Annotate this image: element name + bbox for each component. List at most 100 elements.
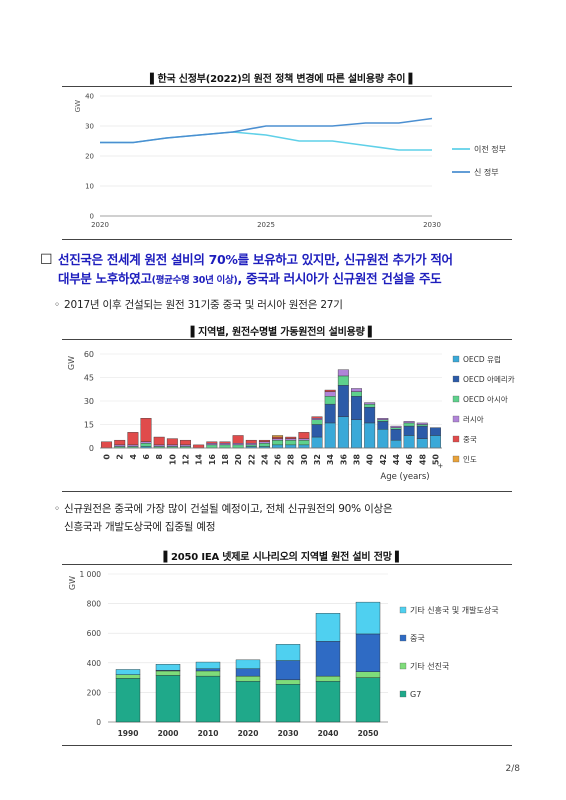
chart2-x-tick: 50	[431, 454, 440, 466]
chart2-legend-swatch	[452, 395, 460, 403]
highlight-line-2: 대부분 노후하였고(평균수명 30년 이상), 중국과 러시아가 신규원전 건설…	[58, 269, 518, 290]
chart1-y-tick: 0	[90, 213, 94, 221]
chart1-bottom-rule	[62, 239, 512, 240]
chart3-bar-segment	[315, 675, 341, 682]
chart3-bar-segment	[115, 674, 141, 679]
chart2-bar-segment	[114, 439, 126, 446]
chart2-y-tick: 15	[84, 421, 94, 430]
chart2-bar-segment	[364, 422, 376, 449]
sub-bullet-2: ◦ 신규원전은 중국에 가장 많이 건설될 예정이고, 전체 신규원전의 90%…	[54, 500, 524, 536]
checkbox-bullet: ☐	[40, 252, 53, 268]
chart2-bar-segment	[311, 436, 323, 449]
chart2-x-tick: 34	[326, 454, 335, 466]
chart2-bar-segment	[298, 432, 310, 439]
chart2-x-tick: 2	[116, 454, 125, 460]
chart2-legend-label: 인도	[463, 454, 477, 464]
chart2-ylabel: GW	[67, 356, 76, 370]
chart2-bar-segment	[219, 441, 231, 444]
chart3-bar-segment	[355, 601, 381, 635]
chart3-bar-segment	[355, 677, 381, 723]
chart3-legend-label: G7	[410, 690, 421, 699]
chart3-bar-segment	[235, 675, 261, 682]
chart2-bar-segment	[403, 435, 415, 449]
chart2-bar-segment	[390, 428, 402, 441]
chart2-bar-segment	[166, 444, 178, 447]
chart2-bar-segment	[101, 441, 113, 449]
chart2-y-tick: 0	[89, 444, 94, 453]
chart3-bar-segment	[355, 633, 381, 672]
chart3-bar-segment	[355, 671, 381, 678]
chart2-bar-segment	[285, 439, 297, 446]
chart2-bar-segment	[232, 444, 244, 449]
chart2-bar-segment	[285, 444, 297, 449]
chart3-legend-label: 기타 선진국	[410, 661, 449, 671]
chart2-bar-segment	[324, 396, 336, 405]
chart2-bar-segment	[377, 418, 389, 420]
chart1-ylabel: GW	[74, 100, 82, 112]
chart2-x-tick: 26	[274, 454, 283, 466]
chart2-bar-segment	[127, 432, 139, 446]
chart1-x-tick: 2020	[91, 221, 109, 229]
sub-bullet-2-line-1: 신규원전은 중국에 가장 많이 건설될 예정이고, 전체 신규원전의 90% 이…	[64, 503, 393, 515]
chart3-bar-segment	[275, 684, 301, 723]
chart2-bar-segment	[416, 424, 428, 427]
chart2-x-tick: 24	[260, 454, 269, 466]
chart2-top-rule	[62, 339, 512, 340]
chart3-bar-segment	[195, 675, 221, 723]
chart2-x-tick: 36	[339, 454, 348, 466]
chart2-bar-segment	[219, 443, 231, 446]
highlight-line-2a: 대부분 노후하였고	[58, 271, 152, 286]
chart2-bar-segment	[377, 428, 389, 449]
chart3-bar-segment	[155, 675, 181, 723]
chart2-bar-segment	[219, 444, 231, 449]
chart3-bar-segment	[235, 681, 261, 723]
chart2-bar-segment	[153, 444, 165, 447]
chart1-top-rule	[62, 86, 512, 87]
chart2-bar-segment	[311, 419, 323, 425]
chart2-bar-segment	[272, 439, 284, 446]
chart2-bar-segment	[364, 407, 376, 424]
chart2-bar-segment	[377, 421, 389, 430]
chart2-x-tick: 10	[168, 454, 177, 466]
chart2-bar-segment	[206, 444, 218, 449]
chart3-stacked-bar-chart: GW 0 200 400 600 800 1 000 1990 2000 2010 2020 2030…	[68, 570, 499, 738]
chart2-bar-segment	[140, 443, 152, 447]
chart2-bar-segment	[272, 436, 284, 439]
chart2-legend-label: OECD 유럽	[463, 355, 501, 364]
chart3-bar-segment	[315, 641, 341, 677]
chart2-bar-segment	[114, 444, 126, 447]
chart2-legend-label: OECD 아메리카	[463, 374, 515, 384]
chart3-y-tick: 800	[87, 600, 102, 609]
chart2-legend-swatch	[452, 415, 460, 423]
chart2-x-tick: 20	[234, 454, 243, 466]
chart2-x-tick: 42	[379, 454, 388, 465]
chart2-bar-segment	[285, 438, 297, 441]
chart2-x-tick: 14	[195, 454, 204, 466]
chart2-x-tick: 28	[287, 454, 296, 466]
chart2-x-tick: 44	[392, 454, 401, 466]
chart2-bar-segment	[364, 402, 376, 405]
chart1-y-tick: 30	[85, 123, 94, 131]
chart3-top-rule	[62, 564, 512, 565]
chart2-x-tick: 48	[418, 454, 427, 466]
chart3-bar-segment	[115, 669, 141, 675]
chart2-legend-swatch	[452, 435, 460, 443]
chart3-x-tick: 2010	[198, 729, 219, 738]
chart3-ylabel: GW	[68, 576, 77, 590]
chart3-y-tick: 200	[87, 688, 102, 697]
chart2-bar-segment	[232, 443, 244, 446]
chart2-bar-segment	[298, 444, 310, 449]
chart2-bar-segment	[390, 427, 402, 430]
chart3-legend-swatch	[399, 690, 407, 698]
chart3-legend-label: 기타 신흥국 및 개발도상국	[410, 605, 499, 615]
chart2-bar-segment	[245, 439, 257, 444]
sub-bullet-1: ◦ 2017년 이후 건설되는 원전 31기중 중국 및 러시아 원전은 27기	[54, 296, 524, 314]
chart2-bar-segment	[153, 436, 165, 446]
chart2-bar-segment	[180, 439, 191, 446]
chart2-legend-swatch	[452, 375, 460, 383]
chart2-x-tick: 30	[300, 454, 309, 466]
highlight-paragraph: ☐ 선진국은 전세계 원전 설비의 70%를 보유하고 있지만, 신규원전 추가…	[40, 250, 518, 290]
chart3-bar-segment	[155, 664, 181, 671]
chart2-bar-segment	[298, 439, 310, 446]
chart2-bar-segment	[403, 421, 415, 424]
